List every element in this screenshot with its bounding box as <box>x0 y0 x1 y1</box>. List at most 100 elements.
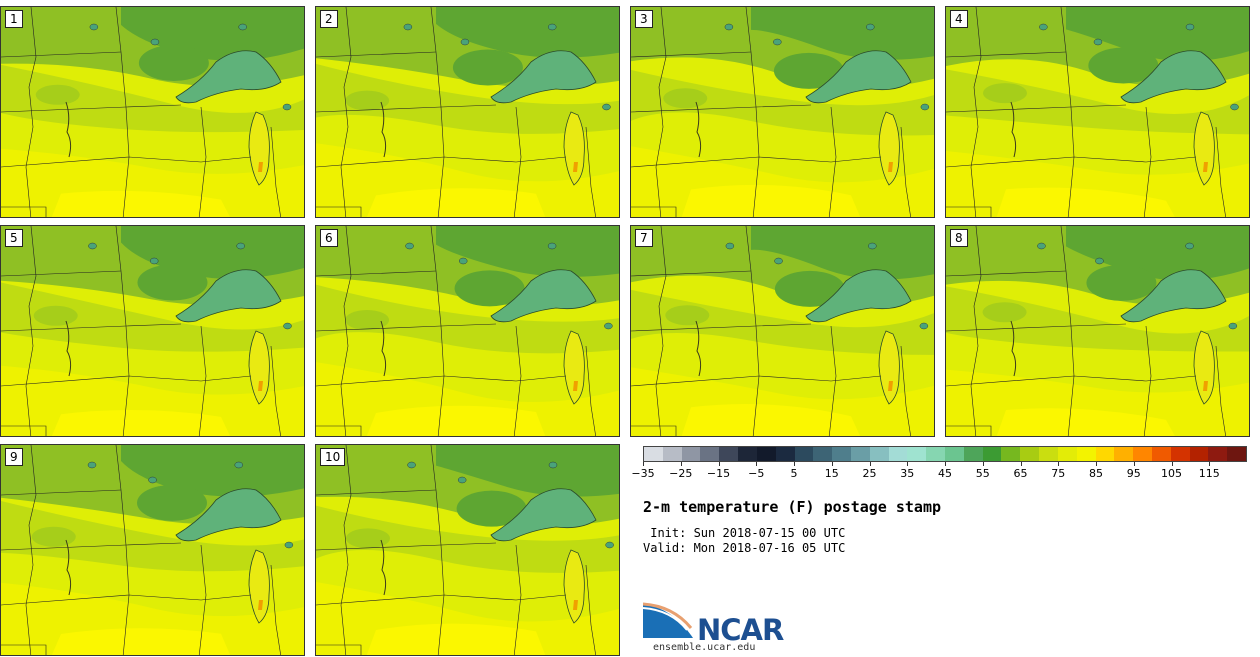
stamp-panel-8: 8 <box>945 225 1250 437</box>
member-number-label: 1 <box>5 10 23 28</box>
temperature-map <box>631 226 934 436</box>
temperature-map <box>631 7 934 217</box>
temperature-map <box>1 7 304 217</box>
colorbar-swatch <box>813 447 833 461</box>
stamp-panel-4: 4 <box>945 6 1250 218</box>
ncar-logo-text: NCAR <box>697 613 784 647</box>
colorbar-tick-label: −25 <box>669 467 693 480</box>
colorbar-tick-label: 15 <box>824 467 839 480</box>
colorbar-swatch <box>1170 447 1190 461</box>
colorbar-swatch <box>1208 447 1228 461</box>
colorbar-swatch <box>1039 447 1058 461</box>
temperature-map <box>316 7 619 217</box>
colorbar-tick <box>718 462 720 466</box>
colorbar-tick-label: 95 <box>1126 467 1141 480</box>
colorbar-tick-label: 5 <box>790 467 798 480</box>
member-number-label: 2 <box>320 10 338 28</box>
colorbar-tick <box>1020 462 1022 466</box>
colorbar-swatch <box>700 447 720 461</box>
stamp-panel-9: 9 <box>0 444 305 656</box>
colorbar-tick-label: −35 <box>631 467 655 480</box>
colorbar-swatch <box>963 447 983 461</box>
map-title: 2-m temperature (F) postage stamp <box>643 498 942 516</box>
colorbar-swatch <box>1076 447 1096 461</box>
temperature-map <box>946 226 1249 436</box>
colorbar-tick <box>1209 462 1211 466</box>
colorbar-swatch <box>794 447 814 461</box>
colorbar-swatch <box>738 447 757 461</box>
colorbar-swatch <box>644 447 663 461</box>
temperature-colorbar <box>643 446 1247 462</box>
colorbar-swatch <box>1151 447 1171 461</box>
temperature-map <box>316 226 619 436</box>
colorbar-swatch <box>945 447 964 461</box>
colorbar-tick <box>869 462 871 466</box>
colorbar-swatch <box>756 447 776 461</box>
member-number-label: 8 <box>950 229 968 247</box>
colorbar-tick <box>982 462 984 466</box>
colorbar-swatch <box>1020 447 1040 461</box>
colorbar-ticks: −35 −25 −15 −5 5 15 25 35 45 55 65 75 85 95 105 115 <box>631 462 1247 482</box>
colorbar-tick-label: 115 <box>1198 467 1220 480</box>
temperature-map <box>1 226 304 436</box>
colorbar-tick-label: 75 <box>1051 467 1066 480</box>
colorbar-swatch <box>850 447 870 461</box>
member-number-label: 9 <box>5 448 23 466</box>
colorbar-swatch <box>1133 447 1152 461</box>
colorbar-swatch <box>926 447 945 461</box>
colorbar-tick <box>643 462 644 466</box>
run-info: Init: Sun 2018-07-15 00 UTC Valid: Mon 2… <box>643 526 845 556</box>
colorbar-swatch <box>907 447 927 461</box>
colorbar-swatch <box>1001 447 1021 461</box>
valid-time: Valid: Mon 2018-07-16 05 UTC <box>643 541 846 555</box>
colorbar-swatch <box>1227 447 1246 461</box>
colorbar-tick <box>907 462 909 466</box>
colorbar-swatch <box>888 447 908 461</box>
ncar-logo-icon <box>643 602 693 638</box>
colorbar-swatch <box>662 447 682 461</box>
colorbar-tick <box>794 462 795 466</box>
colorbar-swatch <box>1189 447 1209 461</box>
ensemble-url: ensemble.ucar.edu <box>653 642 756 653</box>
colorbar-tick <box>1096 462 1097 466</box>
colorbar-swatch <box>832 447 851 461</box>
stamp-panel-3: 3 <box>630 6 935 218</box>
colorbar-tick <box>945 462 946 466</box>
colorbar-tick-label: 65 <box>1013 467 1028 480</box>
colorbar-tick-label: 45 <box>938 467 952 480</box>
colorbar-tick <box>680 462 682 466</box>
colorbar-tick <box>831 462 833 466</box>
colorbar-tick-label: 55 <box>975 467 990 480</box>
temperature-map <box>946 7 1249 217</box>
colorbar-swatch <box>1114 447 1134 461</box>
colorbar-swatch <box>1057 447 1077 461</box>
stamp-panel-7: 7 <box>630 225 935 437</box>
member-number-label: 4 <box>950 10 968 28</box>
colorbar-swatch <box>869 447 889 461</box>
temperature-map <box>316 445 619 655</box>
colorbar-tick <box>1171 462 1173 466</box>
stamp-panel-10: 10 <box>315 444 620 656</box>
stamp-panel-1: 1 <box>0 6 305 218</box>
stamp-panel-5: 5 <box>0 225 305 437</box>
colorbar-tick-label: 105 <box>1161 467 1182 480</box>
colorbar-tick <box>1058 462 1060 466</box>
colorbar-tick <box>756 462 758 466</box>
stamp-panel-2: 2 <box>315 6 620 218</box>
member-number-label: 10 <box>320 448 346 466</box>
temperature-map <box>1 445 304 655</box>
colorbar-swatch <box>775 447 795 461</box>
colorbar-swatch <box>719 447 739 461</box>
colorbar-tick-label: −5 <box>748 467 765 480</box>
stamp-panel-6: 6 <box>315 225 620 437</box>
colorbar-swatch <box>982 447 1002 461</box>
colorbar-tick-label: −15 <box>706 467 731 480</box>
init-time: Init: Sun 2018-07-15 00 UTC <box>643 526 846 540</box>
member-number-label: 5 <box>5 229 23 247</box>
colorbar-swatch <box>681 447 701 461</box>
member-number-label: 3 <box>635 10 653 28</box>
member-number-label: 6 <box>320 229 338 247</box>
member-number-label: 7 <box>635 229 653 247</box>
colorbar-tick-label: 35 <box>900 467 915 480</box>
colorbar-tick-label: 25 <box>862 467 877 480</box>
